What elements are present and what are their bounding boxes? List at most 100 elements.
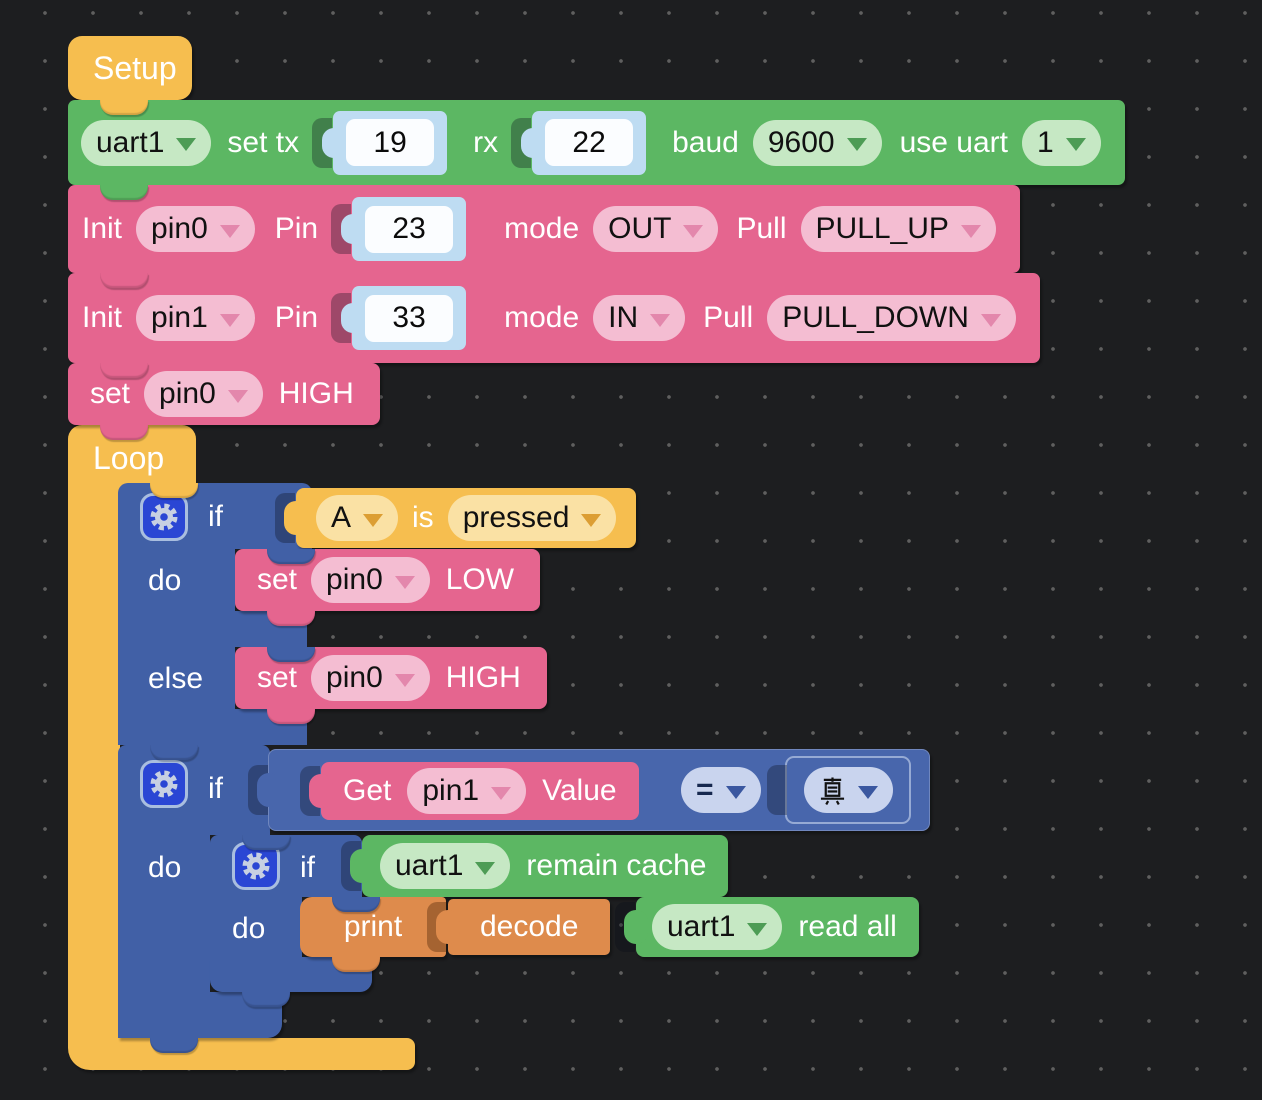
- gear-icon[interactable]: [232, 842, 280, 890]
- loop-label: Loop: [93, 440, 165, 476]
- boolean-shadow-block[interactable]: 真: [767, 756, 911, 824]
- uart-port-dropdown[interactable]: uart1: [652, 904, 783, 950]
- rx-label: rx: [473, 125, 499, 159]
- init-label: Init: [82, 212, 123, 245]
- chevron-down-icon: [475, 861, 496, 875]
- print-block[interactable]: print: [300, 897, 446, 957]
- pin1-number-value[interactable]: 33: [365, 294, 454, 342]
- mode-dropdown[interactable]: IN: [593, 295, 686, 341]
- connector-bump: [150, 483, 198, 498]
- socket-notch: [767, 765, 787, 815]
- init-pin0-block[interactable]: Init pin0 Pin 23 mode OUT Pull PULL_UP: [68, 185, 1020, 273]
- pin1-number-slot[interactable]: 33: [331, 286, 467, 350]
- chevron-down-icon: [363, 513, 384, 527]
- tx-pin-slot[interactable]: 19: [312, 110, 448, 175]
- connector-bump: [100, 425, 148, 440]
- chevron-down-icon: [394, 673, 415, 687]
- compare-block[interactable]: Get pin1 Value = 真: [248, 749, 930, 831]
- pin0-var-dropdown[interactable]: pin0: [136, 206, 255, 252]
- uart-port-dropdown[interactable]: uart1: [81, 119, 212, 166]
- set-pin-var-dropdown[interactable]: pin0: [144, 371, 263, 417]
- rx-pin-value[interactable]: 22: [545, 119, 634, 166]
- chevron-down-icon: [581, 513, 602, 527]
- button-value: A: [331, 501, 352, 534]
- gear-icon[interactable]: [140, 760, 188, 808]
- set-pin0-low-block[interactable]: set pin0 LOW: [235, 549, 541, 611]
- gear-icon[interactable]: [140, 493, 188, 541]
- connector-bump: [242, 992, 290, 1007]
- loop-block-spine[interactable]: [68, 487, 120, 1038]
- set-pin-var-dropdown[interactable]: pin0: [311, 557, 430, 603]
- mode-label: mode: [504, 212, 580, 245]
- chevron-down-icon: [725, 785, 746, 799]
- connector-bump: [100, 363, 148, 378]
- boolean-dropdown[interactable]: 真: [803, 767, 893, 813]
- chevron-down-icon: [219, 224, 240, 238]
- if-button-block-spine[interactable]: [118, 549, 235, 745]
- else-label: else: [148, 662, 204, 695]
- do-label: do: [148, 564, 182, 597]
- get-pin-var-dropdown[interactable]: pin1: [407, 768, 527, 814]
- init-label: Init: [82, 301, 123, 334]
- get-label: Get: [343, 774, 392, 807]
- connector-bump: [150, 1038, 198, 1053]
- pin0-number-slot[interactable]: 23: [331, 197, 467, 261]
- mode-dropdown[interactable]: OUT: [593, 206, 719, 252]
- uart-read-all-block[interactable]: uart1 read all: [615, 897, 919, 957]
- uart-init-block[interactable]: uart1 set tx 19 rx 22 baud 9600 use uart…: [68, 100, 1125, 185]
- set-pin-var-dropdown[interactable]: pin0: [311, 655, 430, 701]
- baud-dropdown[interactable]: 9600: [752, 119, 882, 166]
- connector-bump: [100, 100, 148, 115]
- tx-pin-value[interactable]: 19: [346, 119, 435, 166]
- button-dropdown[interactable]: A: [316, 495, 399, 541]
- loop-block-footer[interactable]: [68, 1038, 415, 1070]
- if-label: if: [300, 851, 315, 884]
- decode-block[interactable]: decode: [427, 899, 611, 955]
- pin-var-value: pin0: [326, 661, 383, 694]
- mode-label: mode: [504, 301, 580, 334]
- uart-port-value: uart1: [667, 910, 736, 943]
- chevron-down-icon: [491, 786, 512, 800]
- connector-bump: [242, 835, 290, 850]
- gear-glyph: [150, 503, 178, 531]
- mode-value: OUT: [608, 212, 672, 245]
- rx-pin-slot[interactable]: 22: [511, 110, 647, 175]
- pull-dropdown[interactable]: PULL_DOWN: [767, 295, 1016, 341]
- connector-bump: [267, 709, 315, 724]
- chevron-down-icon: [846, 138, 867, 151]
- decode-label: decode: [480, 910, 579, 943]
- uart-id-value: 1: [1037, 125, 1054, 159]
- uart-id-dropdown[interactable]: 1: [1022, 119, 1101, 166]
- chevron-down-icon: [394, 575, 415, 589]
- operator-dropdown[interactable]: =: [681, 767, 761, 813]
- chevron-down-icon: [650, 313, 671, 327]
- pin-var-value: pin1: [422, 774, 480, 807]
- setup-label: Setup: [93, 49, 177, 86]
- true-glyph: [820, 776, 844, 805]
- chevron-down-icon: [219, 313, 240, 327]
- pull-dropdown[interactable]: PULL_UP: [800, 206, 996, 252]
- if-pin-block-spine[interactable]: [118, 835, 210, 992]
- operator-value: =: [696, 773, 714, 806]
- socket-notch: [300, 766, 320, 816]
- uart-port-dropdown[interactable]: uart1: [380, 843, 511, 889]
- chevron-down-icon: [857, 785, 878, 799]
- button-state-dropdown[interactable]: pressed: [447, 495, 617, 541]
- if-label: if: [208, 772, 223, 805]
- pull-label: Pull: [703, 301, 754, 334]
- do-label: do: [232, 912, 266, 945]
- set-value-label: HIGH: [278, 377, 354, 410]
- if-uart-block-spine[interactable]: [210, 897, 302, 957]
- button-pressed-condition-block[interactable]: A is pressed: [275, 488, 637, 548]
- set-label: set: [90, 377, 131, 410]
- init-pin1-block[interactable]: Init pin1 Pin 33 mode IN Pull PULL_DOWN: [68, 273, 1040, 363]
- uart-remain-cache-block[interactable]: uart1 remain cache: [341, 835, 729, 897]
- chevron-down-icon: [747, 922, 768, 936]
- pin-label: Pin: [274, 301, 319, 334]
- setup-hat-block[interactable]: Setup: [68, 36, 192, 100]
- value-label: Value: [542, 774, 617, 807]
- get-pin-value-block[interactable]: Get pin1 Value: [300, 762, 639, 820]
- pin0-number-value[interactable]: 23: [365, 205, 454, 253]
- pin1-var-dropdown[interactable]: pin1: [136, 295, 255, 341]
